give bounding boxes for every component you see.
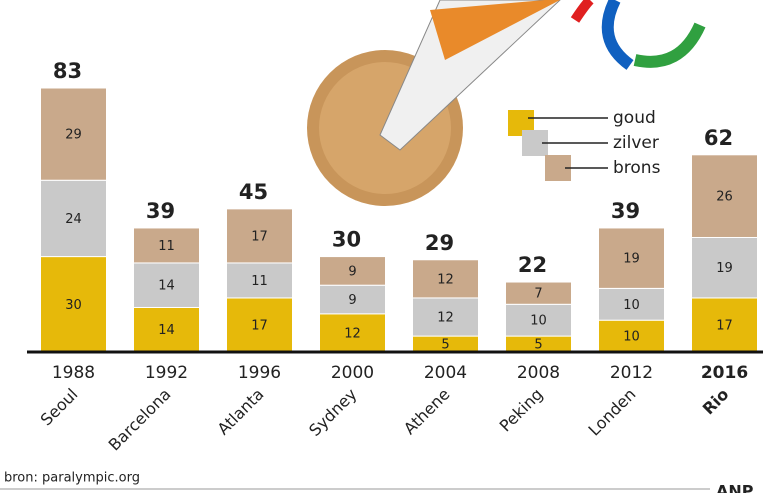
bar-segment — [598, 227, 665, 289]
value-label: 10 — [530, 314, 547, 329]
bar-segment — [319, 313, 386, 353]
value-label: 5 — [534, 338, 542, 353]
bar-segment — [40, 179, 107, 258]
bar-segment — [133, 262, 200, 308]
bar-segment — [691, 297, 758, 353]
total-label: 22 — [518, 253, 547, 277]
city-label: Peking — [496, 385, 547, 436]
city-label: Rio — [699, 385, 733, 419]
total-label: 62 — [704, 126, 733, 150]
x-tick-label: 2012 — [610, 363, 653, 383]
bar-segment — [319, 284, 386, 315]
value-label: 12 — [437, 272, 454, 287]
value-label: 12 — [344, 326, 361, 341]
bar-segment — [691, 154, 758, 238]
value-label: 9 — [348, 264, 356, 279]
bar-segment — [691, 236, 758, 299]
bar-segment — [505, 281, 572, 305]
decoration — [307, 0, 706, 206]
city-label: Athene — [400, 385, 454, 439]
city-label: Atlanta — [213, 385, 267, 439]
bar-segment — [226, 208, 293, 264]
legend-label: zilver — [613, 133, 659, 153]
total-label: 30 — [332, 228, 361, 252]
value-label: 10 — [623, 330, 640, 345]
value-label: 26 — [716, 190, 733, 205]
legend-label: brons — [613, 158, 661, 178]
value-label: 14 — [158, 279, 175, 294]
value-label: 10 — [623, 298, 640, 313]
total-label: 45 — [239, 180, 268, 204]
pencil-band — [430, 0, 560, 60]
value-label: 24 — [65, 212, 82, 227]
value-label: 19 — [623, 252, 640, 267]
value-label: 9 — [348, 293, 356, 308]
city-label: Londen — [585, 385, 640, 440]
total-label: 83 — [53, 59, 82, 83]
value-label: 30 — [65, 298, 82, 313]
x-tick-label: 1996 — [238, 363, 281, 383]
total-label: 39 — [611, 199, 640, 223]
bar-segment — [598, 287, 665, 321]
value-label: 17 — [251, 318, 268, 333]
bar-segment — [133, 227, 200, 264]
legend-label: goud — [613, 108, 656, 128]
value-label: 11 — [158, 239, 175, 254]
value-label: 17 — [251, 229, 268, 244]
bar-segment — [412, 297, 479, 337]
total-label: 29 — [425, 231, 454, 255]
logo-green — [633, 22, 706, 68]
x-tick-label: 1988 — [52, 363, 95, 383]
total-label: 39 — [146, 199, 175, 223]
x-tick-label: 2004 — [424, 363, 467, 383]
city-label: Seoul — [37, 385, 82, 430]
value-label: 11 — [251, 274, 268, 289]
value-label: 19 — [716, 261, 733, 276]
bar-segment — [319, 256, 386, 286]
logo-text: ANP — [716, 482, 754, 493]
bar-segment — [412, 259, 479, 299]
value-label: 12 — [437, 311, 454, 326]
x-tick-label: 2000 — [331, 363, 374, 383]
source: bron: paralympic.org — [4, 471, 140, 486]
x-tick-label: 1992 — [145, 363, 188, 383]
pencil — [379, 0, 561, 151]
bar-segment — [133, 306, 200, 353]
city-label: Sydney — [305, 385, 360, 440]
value-label: 29 — [65, 128, 82, 143]
value-label: 17 — [716, 318, 733, 333]
logo-red — [570, 0, 594, 23]
value-label: 14 — [158, 323, 175, 338]
bar-segment — [40, 87, 107, 181]
bar-segment — [505, 303, 572, 337]
city-label: Barcelona — [105, 385, 175, 455]
x-tick-label: 2008 — [517, 363, 560, 383]
value-label: 5 — [441, 338, 449, 353]
value-label: 7 — [534, 287, 542, 302]
logo-blue — [601, 0, 634, 70]
bar-segment — [40, 256, 107, 353]
x-tick-label: 2016 — [701, 363, 748, 383]
